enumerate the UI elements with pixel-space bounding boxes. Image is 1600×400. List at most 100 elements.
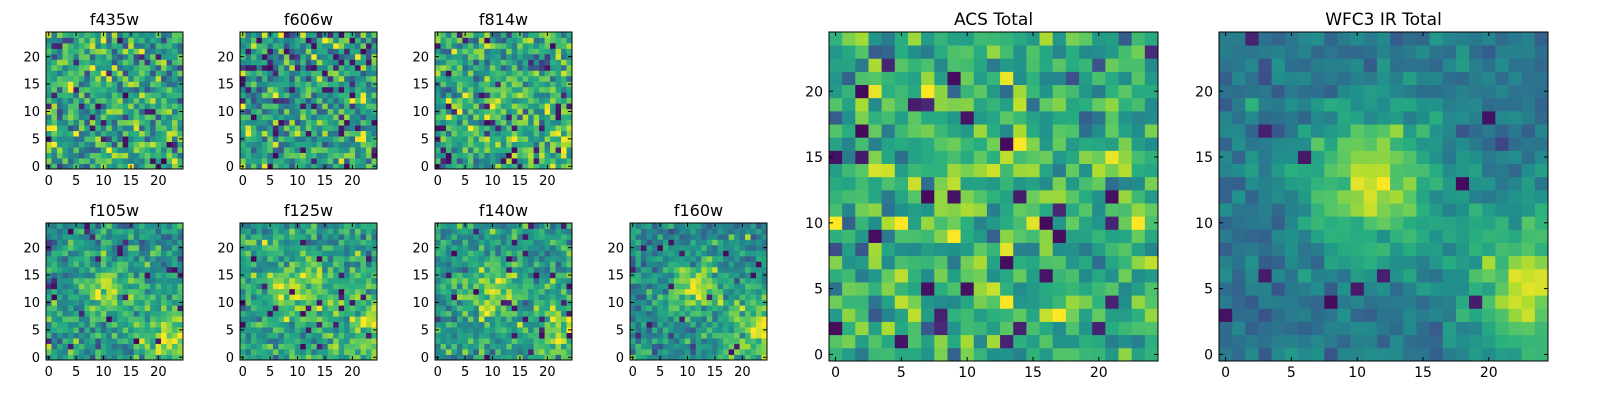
heatmap-cell <box>316 349 323 355</box>
heatmap-cell <box>294 255 301 262</box>
heatmap-cell <box>544 59 551 66</box>
heatmap-cell <box>756 277 762 284</box>
heatmap-cell <box>673 261 680 268</box>
heatmap-cell <box>467 299 474 306</box>
heatmap-cell <box>62 316 69 323</box>
heatmap-cell <box>511 119 518 126</box>
heatmap-cell <box>451 233 458 240</box>
heatmap-cell <box>311 310 318 317</box>
heatmap-cell <box>349 332 356 339</box>
heatmap-cell <box>172 233 178 240</box>
heatmap-cell <box>150 130 156 137</box>
heatmap-cell <box>166 299 173 306</box>
heatmap-cell <box>355 119 361 126</box>
heatmap-cell <box>355 114 361 121</box>
heatmap-cell <box>100 92 107 99</box>
heatmap-cell <box>311 136 318 142</box>
heatmap-cell <box>1144 308 1159 322</box>
heatmap-cell <box>706 244 713 251</box>
heatmap-cell <box>294 327 301 333</box>
heatmap-cell <box>261 152 268 159</box>
heatmap-cell <box>289 233 296 240</box>
heatmap-cell <box>750 266 757 273</box>
heatmap-cell <box>539 125 545 132</box>
heatmap-cell <box>338 310 345 317</box>
heatmap-cell <box>451 125 458 132</box>
heatmap-cell <box>484 228 491 235</box>
heatmap-cell <box>283 299 290 306</box>
heatmap-cell <box>366 141 372 148</box>
heatmap-cell <box>355 244 361 251</box>
heatmap-cell <box>517 64 524 71</box>
heatmap-cell <box>278 272 285 279</box>
heatmap-cell <box>690 327 697 333</box>
heatmap-cell <box>333 70 340 77</box>
heatmap-cell <box>495 70 502 77</box>
heatmap-cell <box>1026 189 1040 204</box>
heatmap-cell <box>701 343 708 350</box>
heatmap-cell <box>555 125 562 132</box>
heatmap-cell <box>161 255 167 262</box>
heatmap-cell <box>484 81 491 88</box>
heatmap-cell <box>473 136 480 142</box>
heatmap-cell <box>245 108 252 115</box>
heatmap-cell <box>1039 189 1054 204</box>
heatmap-cell <box>349 305 356 312</box>
heatmap-cell <box>723 244 730 251</box>
heatmap-cell <box>1065 229 1080 243</box>
heatmap-cell <box>294 321 301 328</box>
heatmap-cell <box>500 147 507 153</box>
heatmap-cell <box>172 147 178 153</box>
heatmap-cell <box>635 277 642 284</box>
heatmap-cell <box>511 136 518 142</box>
heatmap-cell <box>467 239 474 246</box>
heatmap-cell <box>100 136 107 142</box>
heatmap-cell <box>100 305 107 312</box>
heatmap-cell <box>684 294 691 301</box>
heatmap-cell <box>907 321 922 336</box>
heatmap-cell <box>46 283 52 290</box>
heatmap-cell <box>435 37 441 44</box>
heatmap-cell <box>495 75 502 82</box>
heatmap-cell <box>128 48 135 55</box>
heatmap-cell <box>344 103 350 110</box>
heatmap-cell <box>489 343 496 350</box>
heatmap-cell <box>133 147 140 153</box>
heatmap-cell <box>1065 321 1080 336</box>
heatmap-cell <box>473 310 480 317</box>
heatmap-cell <box>1039 229 1054 243</box>
heatmap-cell <box>46 147 52 153</box>
heatmap-cell <box>467 283 474 290</box>
heatmap-cell <box>723 321 730 328</box>
heatmap-cell <box>630 305 636 312</box>
heatmap-cell <box>355 147 361 153</box>
heatmap-cell <box>456 272 463 279</box>
heatmap-cell <box>712 244 719 251</box>
heatmap-cell <box>495 327 502 333</box>
heatmap-cell <box>829 189 843 204</box>
heatmap-cell <box>100 158 107 164</box>
heatmap-cell <box>539 152 545 159</box>
heatmap-cell <box>139 70 146 77</box>
heatmap-cell <box>78 310 85 317</box>
heatmap-cell <box>630 239 636 246</box>
heatmap-cell <box>756 321 762 328</box>
heatmap-cell <box>166 158 173 164</box>
heatmap-cell <box>122 299 129 306</box>
heatmap-cell <box>128 338 135 344</box>
heatmap-cell <box>305 294 312 301</box>
heatmap-cell <box>506 266 513 273</box>
heatmap-cell <box>333 239 340 246</box>
heatmap-cell <box>166 223 173 229</box>
heatmap-cell <box>166 321 173 328</box>
heatmap-cell <box>456 223 463 229</box>
heatmap-cell <box>333 103 340 110</box>
heatmap-cell <box>305 75 312 82</box>
heatmap-cell <box>728 228 735 235</box>
heatmap-cell <box>144 136 151 142</box>
heatmap-cell <box>305 272 312 279</box>
heatmap-cell <box>106 244 113 251</box>
heatmap-cell <box>728 283 735 290</box>
heatmap-cell <box>635 228 642 235</box>
heatmap-cell <box>550 136 556 142</box>
